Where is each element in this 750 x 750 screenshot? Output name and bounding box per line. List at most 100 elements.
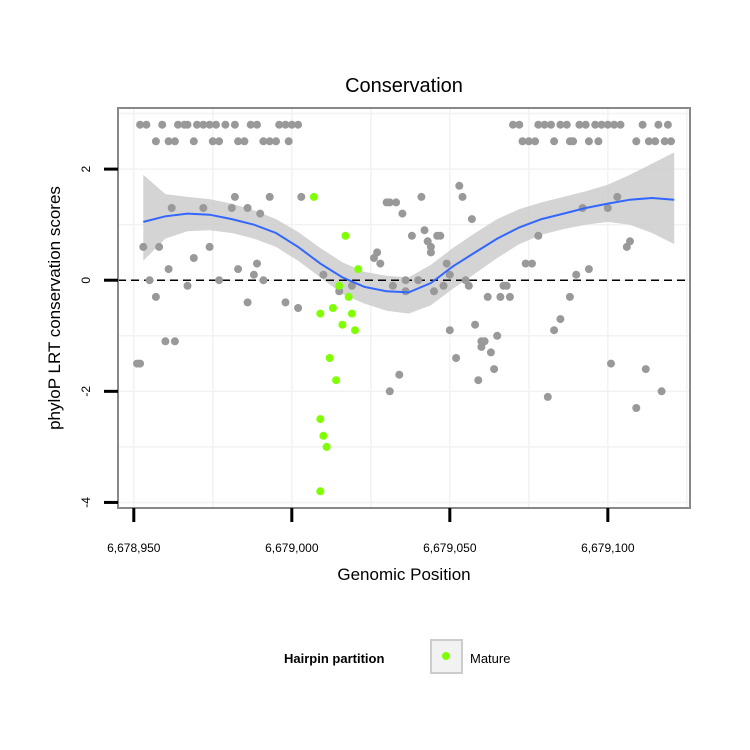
data-point-other <box>272 137 280 146</box>
data-point-other <box>626 237 634 246</box>
data-point-other <box>398 209 407 218</box>
data-point-other <box>170 137 179 146</box>
data-point-other <box>556 315 565 324</box>
y-axis-title: phyloP LRT conservation scores <box>45 186 64 430</box>
data-point-other <box>227 204 236 212</box>
data-point-other <box>392 198 401 207</box>
grid-lines <box>118 108 690 508</box>
data-point-other <box>189 254 198 262</box>
y-tick-label: -4 <box>79 497 93 508</box>
data-point-other <box>565 292 574 301</box>
data-point-other <box>534 120 543 129</box>
data-point-other <box>528 259 536 268</box>
data-point-other <box>136 359 145 368</box>
data-point-other <box>540 120 549 129</box>
data-point-mature <box>316 309 325 318</box>
data-point-other <box>584 137 593 146</box>
data-point-mature <box>354 265 363 274</box>
data-point-other <box>496 292 505 301</box>
data-point-other <box>151 137 160 146</box>
data-point-other <box>572 270 581 279</box>
data-point-mature <box>309 192 318 201</box>
data-point-other <box>230 120 239 129</box>
data-point-other <box>543 392 552 401</box>
data-point-other <box>439 281 448 290</box>
data-point-other <box>401 276 410 285</box>
data-point-other <box>603 120 612 129</box>
data-point-other <box>581 120 590 129</box>
data-point-other <box>230 192 239 201</box>
data-point-other <box>562 120 571 129</box>
data-point-other <box>518 137 527 146</box>
data-point-other <box>420 226 429 235</box>
data-point-other <box>155 242 164 251</box>
data-point-other <box>205 242 214 251</box>
data-point-other <box>199 204 208 212</box>
data-point-other <box>651 137 660 146</box>
data-point-other <box>395 370 404 379</box>
data-point-other <box>385 198 394 207</box>
data-point-other <box>477 342 486 351</box>
data-point-mature <box>351 326 359 335</box>
x-tick-label: 6,678,950 <box>107 541 161 555</box>
legend-label-mature: Mature <box>470 651 510 666</box>
data-point-other <box>215 137 224 146</box>
data-point-other <box>170 337 179 346</box>
data-point-other <box>426 248 435 257</box>
data-point-other <box>483 292 492 301</box>
y-tick-label: 2 <box>79 165 93 172</box>
data-point-other <box>407 231 416 240</box>
y-axis: -4 -2 0 2 <box>79 165 118 508</box>
data-point-other <box>275 120 284 129</box>
chart-title: Conservation <box>345 75 463 97</box>
data-point-other <box>521 259 530 268</box>
data-point-other <box>531 137 540 146</box>
data-point-other <box>212 120 220 129</box>
data-point-other <box>189 137 198 146</box>
data-point-other <box>167 204 176 212</box>
data-point-other <box>610 120 619 129</box>
data-point-other <box>183 281 192 290</box>
data-point-mature <box>319 431 328 440</box>
data-point-other <box>452 354 461 362</box>
data-point-other <box>158 120 167 129</box>
data-point-mature <box>316 415 325 424</box>
data-point-other <box>464 281 473 290</box>
data-point-other <box>556 120 565 129</box>
data-point-other <box>199 120 208 129</box>
x-axis: 6,678,950 6,679,000 6,679,050 6,679,100 <box>107 508 635 555</box>
data-point-other <box>205 120 214 129</box>
data-point-other <box>471 320 480 329</box>
data-point-mature <box>325 354 334 362</box>
legend-title: Hairpin partition <box>284 651 384 666</box>
data-point-other <box>597 120 606 129</box>
data-point-other <box>253 259 261 268</box>
data-point-other <box>376 259 385 268</box>
data-point-other <box>234 137 243 146</box>
data-point-mature <box>316 487 325 496</box>
x-tick-label: 6,679,000 <box>265 541 319 555</box>
data-point-mature <box>344 292 353 301</box>
data-point-other <box>294 120 303 129</box>
x-tick-label: 6,679,050 <box>423 541 477 555</box>
data-point-mature <box>341 231 350 240</box>
data-point-other <box>603 204 612 212</box>
data-point-mature <box>338 320 347 329</box>
data-point-other <box>641 365 650 374</box>
data-point-other <box>388 281 397 290</box>
data-point-other <box>667 137 675 146</box>
data-point-other <box>234 265 243 274</box>
data-point-other <box>246 120 255 129</box>
data-point-other <box>243 204 252 212</box>
data-point-other <box>547 120 555 129</box>
data-point-other <box>660 137 669 146</box>
data-point-other <box>164 265 173 274</box>
data-point-other <box>654 120 663 129</box>
data-point-other <box>259 137 268 146</box>
data-point-mature <box>328 304 337 312</box>
data-point-other <box>240 137 249 146</box>
data-point-other <box>256 209 265 218</box>
legend: Hairpin partition Mature <box>284 639 510 674</box>
data-point-mature <box>335 281 344 290</box>
data-point-other <box>335 287 344 296</box>
